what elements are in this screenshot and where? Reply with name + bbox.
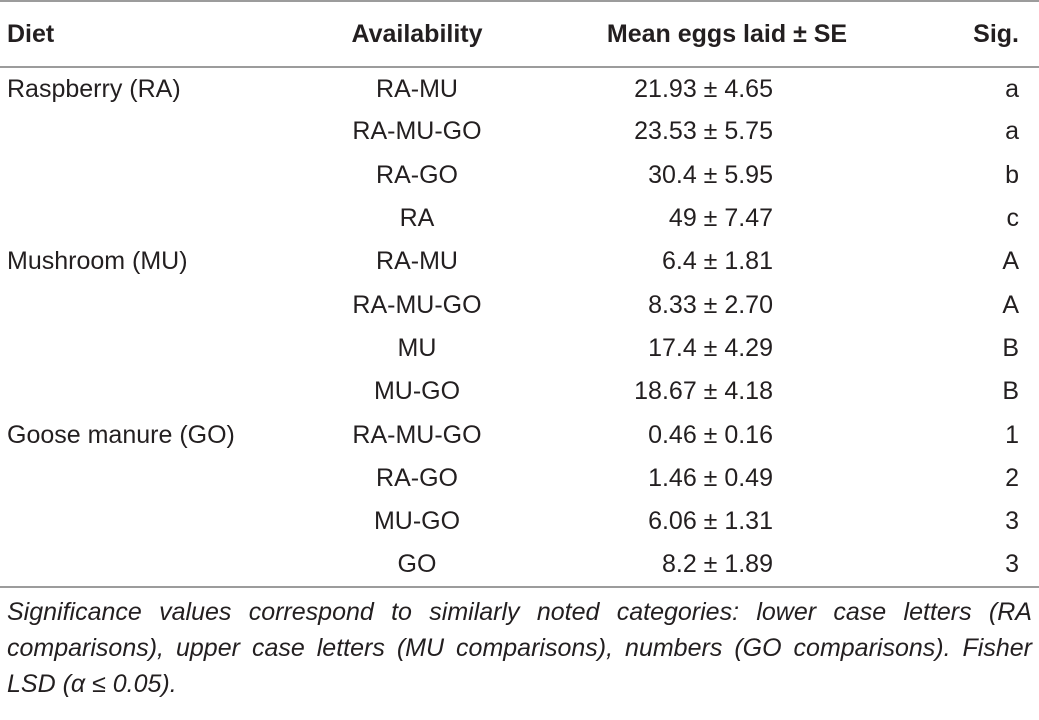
cell-mean-value: 23.53 ± 5.75	[634, 117, 773, 146]
cell-sig: b	[1005, 160, 1019, 189]
cell-availability: RA-MU-GO	[352, 290, 482, 319]
cell-mean: 49 ± 7.47	[537, 197, 917, 240]
cell-sig: c	[1006, 204, 1020, 233]
cell-mean: 0.46 ± 0.16	[537, 413, 917, 456]
cell-sig: a	[1005, 74, 1019, 103]
cell-diet: Raspberry (RA)	[7, 74, 181, 103]
cell-availability: RA-MU	[376, 74, 458, 103]
cell-sig: 1	[1005, 420, 1019, 449]
cell-mean: 18.67 ± 4.18	[537, 370, 917, 413]
cell-mean-value: 0.46 ± 0.16	[648, 420, 773, 449]
cell-diet	[0, 197, 297, 240]
cell-mean-value: 49 ± 7.47	[668, 204, 773, 233]
cell-sig: 3	[1005, 549, 1019, 578]
cell-mean-value: 8.2 ± 1.89	[661, 549, 773, 578]
table-body: Raspberry (RA) RA-MU 21.93 ± 4.65 a RA-M…	[0, 67, 1039, 587]
cell-sig: A	[1002, 247, 1019, 276]
cell-diet	[0, 154, 297, 197]
table-row: RA-MU-GO 8.33 ± 2.70 A	[0, 283, 1039, 326]
cell-mean-value: 6.06 ± 1.31	[648, 507, 773, 536]
cell-sig: a	[1005, 117, 1019, 146]
cell-availability: MU-GO	[373, 507, 461, 536]
cell-mean: 6.06 ± 1.31	[537, 500, 917, 543]
cell-mean: 23.53 ± 5.75	[537, 110, 917, 153]
cell-diet	[0, 110, 297, 153]
cell-sig: A	[1002, 290, 1019, 319]
cell-mean-value: 8.33 ± 2.70	[648, 290, 773, 319]
cell-mean-value: 30.4 ± 5.95	[648, 160, 773, 189]
table-row: Raspberry (RA) RA-MU 21.93 ± 4.65 a	[0, 67, 1039, 110]
cell-diet	[0, 370, 297, 413]
table-row: GO 8.2 ± 1.89 3	[0, 543, 1039, 587]
cell-mean-value: 6.4 ± 1.81	[661, 247, 773, 276]
cell-diet	[0, 457, 297, 500]
table-row: MU 17.4 ± 4.29 B	[0, 327, 1039, 370]
cell-sig: B	[1002, 333, 1019, 362]
table-row: RA-MU-GO 23.53 ± 5.75 a	[0, 110, 1039, 153]
cell-mean: 30.4 ± 5.95	[537, 154, 917, 197]
cell-mean: 21.93 ± 4.65	[537, 67, 917, 110]
table-footnote: Significance values correspond to simila…	[7, 597, 1032, 698]
cell-diet: Mushroom (MU)	[7, 247, 188, 276]
table-row: Mushroom (MU) RA-MU 6.4 ± 1.81 A	[0, 240, 1039, 283]
cell-mean: 8.33 ± 2.70	[537, 283, 917, 326]
cell-diet	[0, 283, 297, 326]
header-mean: Mean eggs laid ± SE	[606, 19, 848, 48]
cell-sig: 3	[1005, 507, 1019, 536]
cell-sig: 2	[1005, 463, 1019, 492]
cell-diet: Goose manure (GO)	[7, 420, 235, 449]
cell-mean-value: 17.4 ± 4.29	[648, 333, 773, 362]
cell-mean: 1.46 ± 0.49	[537, 457, 917, 500]
cell-availability: MU	[397, 333, 437, 362]
table-row: RA-GO 1.46 ± 0.49 2	[0, 457, 1039, 500]
eggs-laid-table: Diet Availability Mean eggs laid ± SE Si…	[0, 1, 1039, 587]
cell-mean: 6.4 ± 1.81	[537, 240, 917, 283]
cell-availability: RA	[399, 204, 435, 233]
cell-mean-value: 21.93 ± 4.65	[634, 74, 773, 103]
cell-diet	[0, 327, 297, 370]
cell-availability: MU-GO	[373, 377, 461, 406]
cell-sig: B	[1002, 377, 1019, 406]
cell-availability: RA-GO	[376, 160, 458, 189]
table-row: Goose manure (GO) RA-MU-GO 0.46 ± 0.16 1	[0, 413, 1039, 456]
header-sig: Sig.	[973, 19, 1019, 48]
table-row: MU-GO 18.67 ± 4.18 B	[0, 370, 1039, 413]
table-row: MU-GO 6.06 ± 1.31 3	[0, 500, 1039, 543]
cell-availability: RA-MU-GO	[352, 420, 482, 449]
table-row: RA 49 ± 7.47 c	[0, 197, 1039, 240]
cell-availability: RA-GO	[376, 463, 458, 492]
cell-mean-value: 1.46 ± 0.49	[648, 463, 773, 492]
header-diet: Diet	[7, 19, 55, 48]
cell-availability: RA-MU	[376, 247, 458, 276]
cell-mean: 17.4 ± 4.29	[537, 327, 917, 370]
cell-diet	[0, 500, 297, 543]
cell-mean: 8.2 ± 1.89	[537, 543, 917, 586]
cell-mean-value: 18.67 ± 4.18	[634, 377, 773, 406]
table-header-row: Diet Availability Mean eggs laid ± SE Si…	[0, 1, 1039, 67]
cell-availability: RA-MU-GO	[352, 117, 482, 146]
cell-availability: GO	[397, 549, 437, 578]
table-row: RA-GO 30.4 ± 5.95 b	[0, 154, 1039, 197]
header-availability: Availability	[351, 19, 483, 48]
cell-diet	[0, 543, 297, 586]
